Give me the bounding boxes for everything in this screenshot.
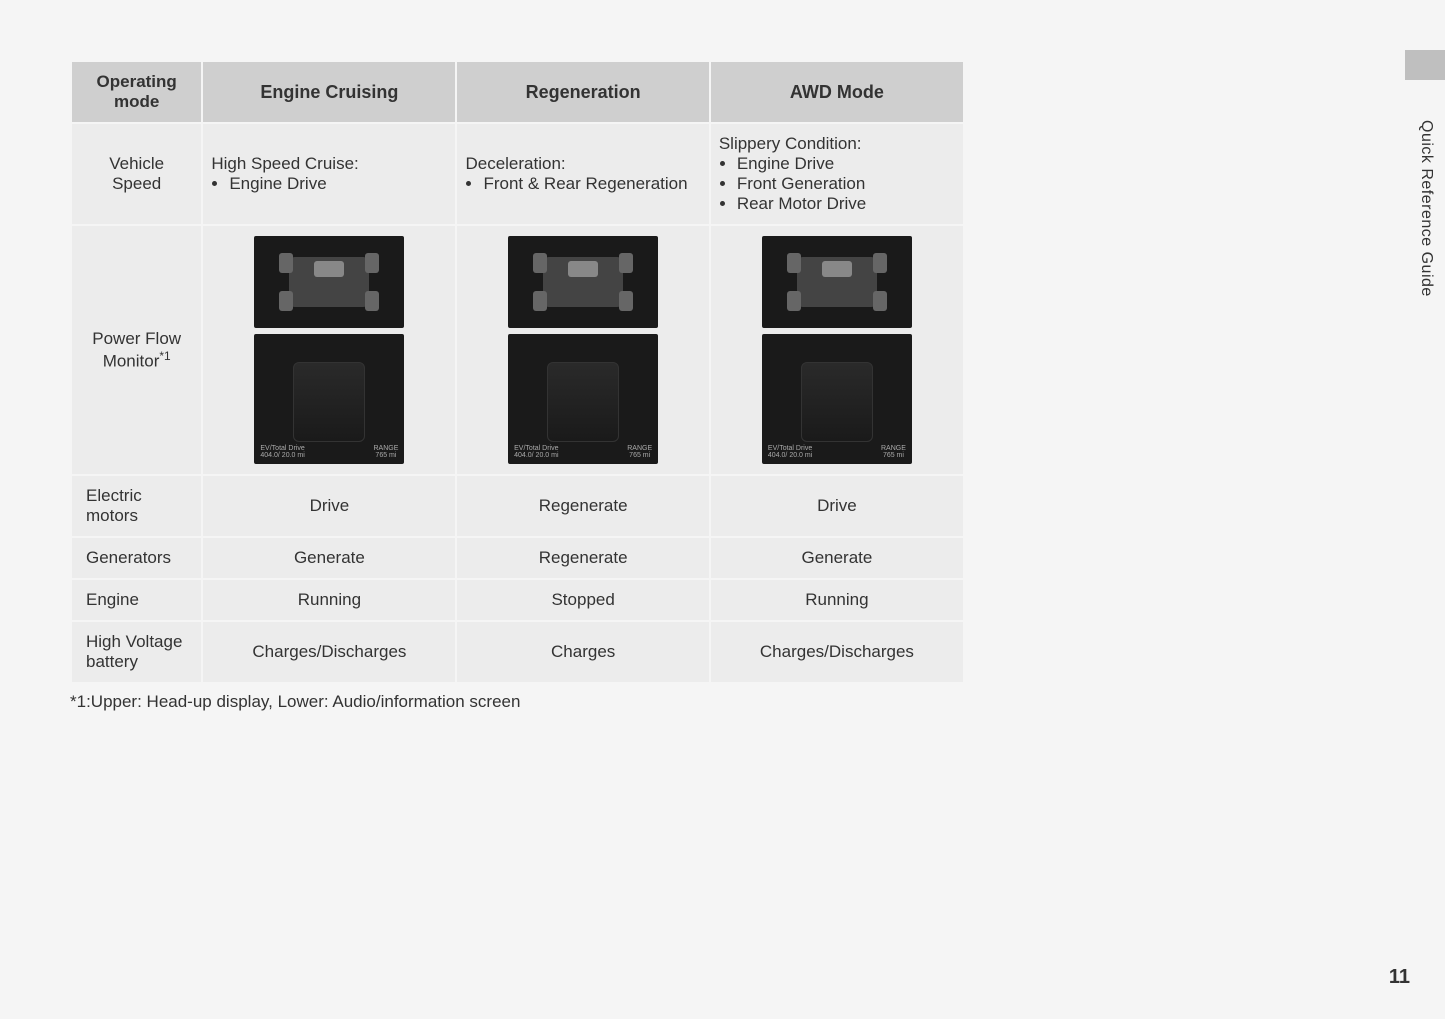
cell-eng-col1: Running <box>203 580 455 620</box>
row-electric-motors: Electric motors Drive Regenerate Drive <box>72 476 963 536</box>
vs-col3-item-2: Front Generation <box>737 174 949 194</box>
header-engine-cruising: Engine Cruising <box>203 62 455 122</box>
header-operating-mode: Operatingmode <box>72 62 201 122</box>
header-regeneration: Regeneration <box>457 62 708 122</box>
row-label-engine: Engine <box>72 580 201 620</box>
side-tab <box>1405 50 1445 80</box>
row-label-vehicle-speed: VehicleSpeed <box>72 124 201 224</box>
row-engine: Engine Running Stopped Running <box>72 580 963 620</box>
cell-pfm-regen: EV/Total Drive404.0/ 20.0 mi RANGE765 mi <box>457 226 708 474</box>
vs-col1-item: Engine Drive <box>229 174 441 194</box>
footnote: *1:Upper: Head-up display, Lower: Audio/… <box>70 692 1375 712</box>
cell-bat-col3: Charges/Discharges <box>711 622 963 682</box>
cell-eng-col2: Stopped <box>457 580 708 620</box>
vs-col3-item-1: Engine Drive <box>737 154 949 174</box>
row-label-battery: High Voltagebattery <box>72 622 201 682</box>
cell-gen-col2: Regenerate <box>457 538 708 578</box>
cell-bat-col1: Charges/Discharges <box>203 622 455 682</box>
pfm-lower-diagram-icon: EV/Total Drive404.0/ 20.0 mi RANGE765 mi <box>762 334 912 464</box>
pfm-lower-diagram-icon: EV/Total Drive404.0/ 20.0 mi RANGE765 mi <box>254 334 404 464</box>
cell-gen-col3: Generate <box>711 538 963 578</box>
cell-vehicle-speed-cruising: High Speed Cruise: Engine Drive <box>203 124 455 224</box>
cell-eng-col3: Running <box>711 580 963 620</box>
row-label-generators: Generators <box>72 538 201 578</box>
pfm-label-sup: *1 <box>159 349 170 363</box>
pfm-upper-diagram-icon <box>762 236 912 328</box>
row-battery: High Voltagebattery Charges/Discharges C… <box>72 622 963 682</box>
vs-col2-title: Deceleration: <box>465 154 694 174</box>
pfm-upper-diagram-icon <box>508 236 658 328</box>
vs-col1-title: High Speed Cruise: <box>211 154 441 174</box>
cell-bat-col2: Charges <box>457 622 708 682</box>
cell-vehicle-speed-awd: Slippery Condition: Engine Drive Front G… <box>711 124 963 224</box>
cell-em-col3: Drive <box>711 476 963 536</box>
row-power-flow: Power FlowMonitor*1 EV/Total Drive404.0/… <box>72 226 963 474</box>
pfm-upper-diagram-icon <box>254 236 404 328</box>
cell-vehicle-speed-regen: Deceleration: Front & Rear Regeneration <box>457 124 708 224</box>
row-generators: Generators Generate Regenerate Generate <box>72 538 963 578</box>
cell-em-col1: Drive <box>203 476 455 536</box>
pfm-lower-diagram-icon: EV/Total Drive404.0/ 20.0 mi RANGE765 mi <box>508 334 658 464</box>
table-header-row: Operatingmode Engine Cruising Regenerati… <box>72 62 963 122</box>
cell-pfm-cruising: EV/Total Drive404.0/ 20.0 mi RANGE765 mi <box>203 226 455 474</box>
cell-em-col2: Regenerate <box>457 476 708 536</box>
cell-pfm-awd: EV/Total Drive404.0/ 20.0 mi RANGE765 mi <box>711 226 963 474</box>
row-vehicle-speed: VehicleSpeed High Speed Cruise: Engine D… <box>72 124 963 224</box>
page-number: 11 <box>1389 966 1410 989</box>
header-awd-mode: AWD Mode <box>711 62 963 122</box>
side-section-label: Quick Reference Guide <box>1417 120 1435 297</box>
vs-col2-item: Front & Rear Regeneration <box>483 174 694 194</box>
operating-mode-table: Operatingmode Engine Cruising Regenerati… <box>70 60 965 684</box>
cell-gen-col1: Generate <box>203 538 455 578</box>
row-label-power-flow: Power FlowMonitor*1 <box>72 226 201 474</box>
vs-col3-item-3: Rear Motor Drive <box>737 194 949 214</box>
row-label-electric-motors: Electric motors <box>72 476 201 536</box>
vs-col3-title: Slippery Condition: <box>719 134 949 154</box>
